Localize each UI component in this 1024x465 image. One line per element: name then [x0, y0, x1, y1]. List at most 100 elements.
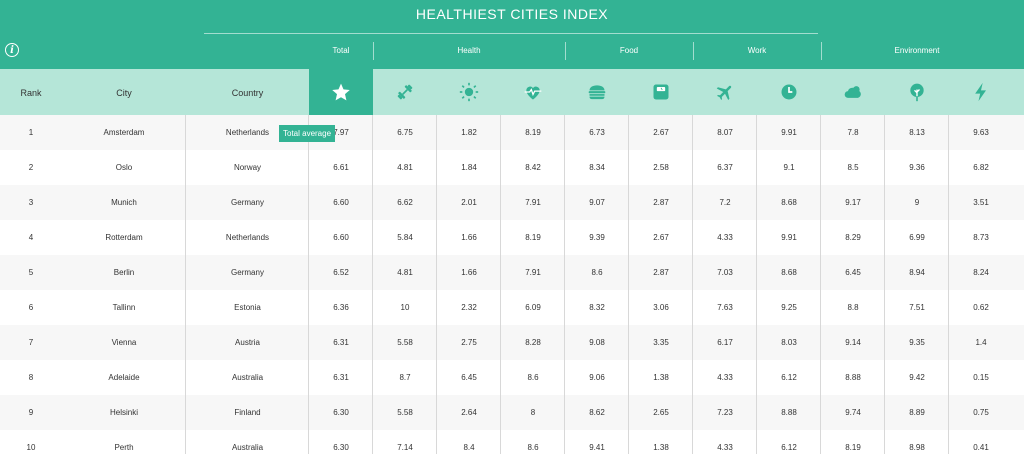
column-divider — [185, 115, 186, 454]
value-cell: 8.19 — [525, 128, 541, 137]
total-cell: 6.60 — [333, 233, 349, 242]
value-cell: 2.01 — [461, 198, 477, 207]
value-cell: 7.51 — [909, 303, 925, 312]
city-column-header[interactable]: City — [116, 88, 132, 98]
total-cell: 6.52 — [333, 268, 349, 277]
value-cell: 7.14 — [397, 443, 413, 452]
value-cell: 9 — [914, 198, 920, 207]
rank-cell: 1 — [28, 128, 34, 137]
value-cell: 6.12 — [781, 443, 797, 452]
value-cell: 9.91 — [781, 128, 797, 137]
value-cell: 6.73 — [589, 128, 605, 137]
category-health[interactable]: Health — [457, 46, 481, 55]
clock-icon[interactable] — [757, 69, 821, 115]
table-row[interactable]: 7 Vienna Austria 6.31 5.58 2.75 8.28 9.0… — [0, 325, 1024, 360]
value-cell: 2.67 — [653, 233, 669, 242]
value-cell: 6.82 — [973, 163, 989, 172]
table-row[interactable]: 6 Tallinn Estonia 6.36 10 2.32 6.09 8.32… — [0, 290, 1024, 325]
value-cell: 4.81 — [397, 163, 413, 172]
tree-icon[interactable] — [885, 69, 949, 115]
value-cell: 7.03 — [717, 268, 733, 277]
value-cell: 8.32 — [589, 303, 605, 312]
table-row[interactable]: 5 Berlin Germany 6.52 4.81 1.66 7.91 8.6… — [0, 255, 1024, 290]
column-divider — [308, 115, 309, 454]
country-cell: Australia — [231, 373, 264, 382]
value-cell: 7.91 — [525, 198, 541, 207]
value-cell: 4.33 — [717, 233, 733, 242]
value-cell: 8.42 — [525, 163, 541, 172]
country-column-header[interactable]: Country — [231, 88, 264, 98]
category-work[interactable]: Work — [747, 46, 767, 55]
scale-icon[interactable] — [629, 69, 693, 115]
value-cell: 9.41 — [589, 443, 605, 452]
column-divider — [500, 115, 501, 454]
category-total[interactable]: Total — [332, 46, 350, 55]
column-divider — [948, 115, 949, 454]
city-cell: Tallinn — [112, 303, 136, 312]
tooltip: Total average — [279, 125, 336, 142]
country-cell: Norway — [233, 163, 262, 172]
country-cell: Austria — [235, 338, 260, 347]
country-cell: Netherlands — [225, 233, 270, 242]
value-cell: 8.03 — [781, 338, 797, 347]
value-cell: 9.14 — [845, 338, 861, 347]
value-cell: 5.84 — [397, 233, 413, 242]
table-row[interactable]: 1 Amsterdam Netherlands 7.97 6.75 1.82 8… — [0, 115, 1024, 150]
table-row[interactable]: 2 Oslo Norway 6.61 4.81 1.84 8.42 8.34 2… — [0, 150, 1024, 185]
value-cell: 9.1 — [783, 163, 795, 172]
value-cell: 4.33 — [717, 443, 733, 452]
table-row[interactable]: 10 Perth Australia 6.30 7.14 8.4 8.6 9.4… — [0, 430, 1024, 465]
city-cell: Munich — [111, 198, 137, 207]
value-cell: 8.28 — [525, 338, 541, 347]
value-cell: 7.63 — [717, 303, 733, 312]
value-cell: 0.75 — [973, 408, 989, 417]
value-cell: 8.8 — [847, 303, 859, 312]
value-cell: 7.8 — [847, 128, 859, 137]
value-cell: 2.64 — [461, 408, 477, 417]
value-cell: 2.87 — [653, 198, 669, 207]
value-cell: 8.29 — [845, 233, 861, 242]
rank-column-header[interactable]: Rank — [20, 88, 42, 98]
cloud-icon[interactable] — [821, 69, 885, 115]
sun-icon[interactable] — [437, 69, 501, 115]
rank-cell: 8 — [28, 373, 34, 382]
category-food[interactable]: Food — [619, 46, 639, 55]
value-cell: 8.07 — [717, 128, 733, 137]
info-icon[interactable]: i — [5, 43, 19, 57]
value-cell: 1.82 — [461, 128, 477, 137]
value-cell: 9.06 — [589, 373, 605, 382]
value-cell: 8.98 — [909, 443, 925, 452]
city-cell: Perth — [114, 443, 134, 452]
table-row[interactable]: 3 Munich Germany 6.60 6.62 2.01 7.91 9.0… — [0, 185, 1024, 220]
city-cell: Helsinki — [109, 408, 138, 417]
value-cell: 8.7 — [399, 373, 411, 382]
country-cell: Germany — [231, 198, 264, 207]
value-cell: 6.09 — [525, 303, 541, 312]
column-divider — [692, 115, 693, 454]
value-cell: 8.6 — [527, 373, 539, 382]
rank-cell: 2 — [28, 163, 34, 172]
table-row[interactable]: 8 Adelaide Australia 6.31 8.7 6.45 8.6 9… — [0, 360, 1024, 395]
table-row[interactable]: 4 Rotterdam Netherlands 6.60 5.84 1.66 8… — [0, 220, 1024, 255]
table-row[interactable]: 9 Helsinki Finland 6.30 5.58 2.64 8 8.62… — [0, 395, 1024, 430]
value-cell: 8.6 — [591, 268, 603, 277]
plane-icon[interactable] — [693, 69, 757, 115]
value-cell: 8.5 — [847, 163, 859, 172]
value-cell: 9.74 — [845, 408, 861, 417]
value-cell: 8.19 — [525, 233, 541, 242]
burger-icon[interactable] — [565, 69, 629, 115]
column-divider — [564, 115, 565, 454]
lightning-icon[interactable] — [949, 69, 1013, 115]
total-cell: 6.31 — [333, 373, 349, 382]
value-cell: 6.45 — [845, 268, 861, 277]
city-cell: Rotterdam — [105, 233, 143, 242]
rank-cell: 7 — [28, 338, 34, 347]
value-cell: 6.62 — [397, 198, 413, 207]
star-icon[interactable] — [309, 69, 373, 115]
dumbbell-icon[interactable] — [373, 69, 437, 115]
category-environment[interactable]: Environment — [894, 46, 940, 55]
value-cell: 5.58 — [397, 408, 413, 417]
heartbeat-icon[interactable] — [501, 69, 565, 115]
value-cell: 9.63 — [973, 128, 989, 137]
country-cell: Australia — [231, 443, 264, 452]
